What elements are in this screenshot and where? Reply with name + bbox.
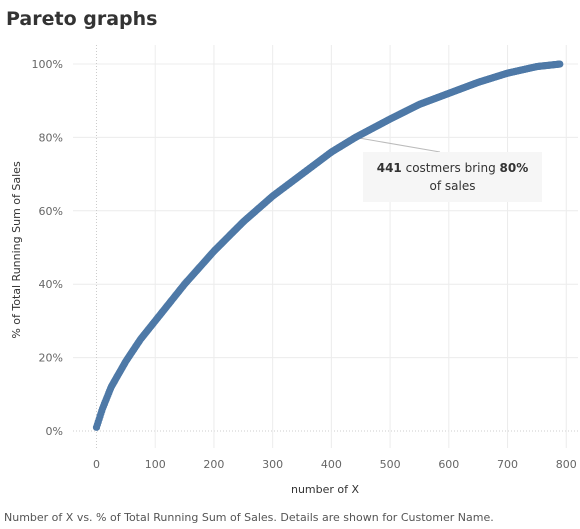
- x-tick-label: 700: [497, 458, 518, 471]
- data-points: [92, 60, 564, 431]
- y-tick-labels: 0% 20% 40% 60% 80% 100%: [32, 58, 63, 438]
- data-point: [556, 60, 564, 68]
- annotation-text-end: of sales: [429, 179, 476, 193]
- y-tick-label: 60%: [39, 205, 63, 218]
- x-tick-label: 100: [145, 458, 166, 471]
- annotation-text-middle: costmers bring: [401, 161, 500, 175]
- annotation-count: 441: [376, 161, 402, 175]
- x-tick-label: 800: [556, 458, 577, 471]
- y-tick-label: 80%: [39, 131, 63, 144]
- annotation-percent: 80%: [499, 161, 529, 175]
- x-tick-label: 500: [380, 458, 401, 471]
- y-axis-title: % of Total Running Sum of Sales: [10, 161, 23, 339]
- chart-caption: Number of X vs. % of Total Running Sum o…: [4, 511, 494, 524]
- y-tick-label: 0%: [46, 425, 63, 438]
- x-axis-title: number of X: [291, 483, 360, 496]
- x-tick-label: 600: [438, 458, 459, 471]
- y-tick-label: 20%: [39, 352, 63, 365]
- x-tick-label: 400: [321, 458, 342, 471]
- x-tick-label: 200: [203, 458, 224, 471]
- annotation-box: 441 costmers bring 80% of sales: [363, 152, 542, 202]
- x-tick-label: 0: [93, 458, 100, 471]
- gridlines: [73, 45, 578, 448]
- x-tick-labels: 0 100 200 300 400 500 600 700 800: [93, 458, 577, 471]
- annotation-leader-line: [355, 136, 441, 153]
- chart-title: Pareto graphs: [6, 8, 158, 30]
- pareto-chart: 0% 20% 40% 60% 80% 100% 0 100 200 300 400 500 600 70…: [10, 45, 578, 496]
- y-tick-label: 100%: [32, 58, 63, 71]
- x-tick-label: 300: [262, 458, 283, 471]
- y-tick-label: 40%: [39, 278, 63, 291]
